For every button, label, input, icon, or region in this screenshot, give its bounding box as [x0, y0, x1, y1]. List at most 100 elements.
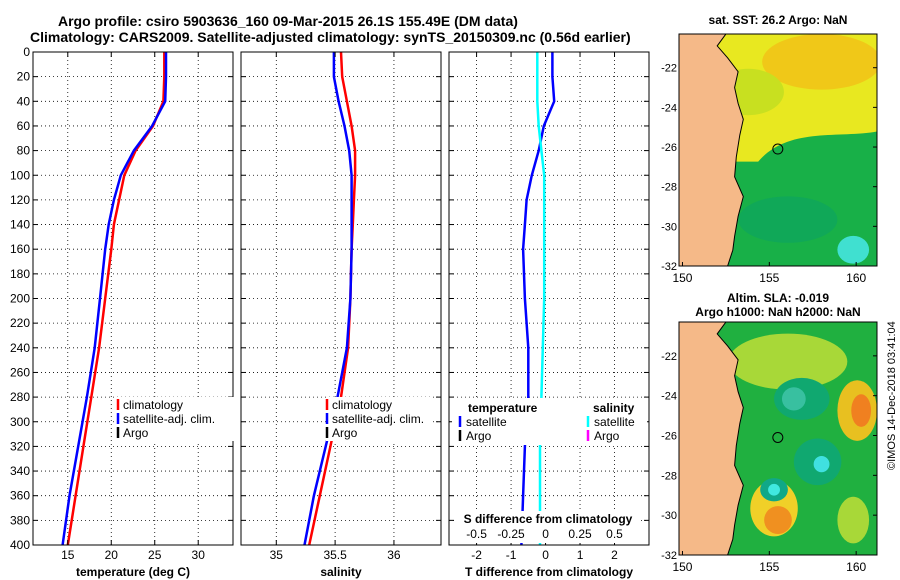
map-y-tick-label: -30	[661, 510, 677, 522]
y-tick-label: 20	[17, 70, 31, 84]
map-frame-sst_map	[678, 33, 878, 267]
title-line-1: Argo profile: csiro 5903636_160 09-Mar-2…	[58, 13, 518, 29]
map-x-tick-label: 150	[672, 560, 692, 574]
y-tick-label: 200	[10, 292, 30, 306]
title-line-2: Climatology: CARS2009. Satellite-adjuste…	[30, 29, 631, 45]
y-tick-label: 40	[17, 94, 31, 108]
x-tick-label: 0	[542, 548, 549, 562]
sst-warm-patch	[762, 34, 877, 90]
map-y-tick-label: -28	[661, 470, 677, 482]
x-tick-label: 25	[148, 548, 162, 562]
legend-label: satellite	[466, 415, 507, 429]
x-tick-label: 20	[105, 548, 119, 562]
sst-patch	[738, 196, 838, 243]
legend-bg	[452, 398, 647, 445]
legend-label: Argo	[332, 426, 358, 440]
map-field-sst_map	[679, 34, 877, 266]
map-field-sla_map	[679, 322, 877, 555]
map-y-tick-label: -30	[661, 221, 677, 233]
y-tick-label: 120	[10, 193, 30, 207]
legend-label: satellite-adj. clim.	[123, 412, 215, 426]
x-tick-label: 1	[577, 548, 584, 562]
map-x-tick-label: 160	[846, 560, 866, 574]
map-y-tick-label: -32	[661, 261, 677, 273]
map-subtitle: Argo h1000: NaN h2000: NaN	[695, 305, 860, 319]
x2-tick-label: 0.5	[606, 527, 623, 541]
x-tick-label: 35.5	[323, 548, 347, 562]
land-australia	[679, 322, 744, 555]
map-title: Altim. SLA: -0.019	[727, 291, 829, 305]
x2-tick-label: 0.25	[568, 527, 592, 541]
x-tick-label: 35	[270, 548, 284, 562]
y-tick-label: 280	[10, 390, 30, 404]
sla-patch	[728, 333, 848, 390]
y-tick-label: 80	[17, 144, 31, 158]
sla-high-core	[851, 394, 872, 427]
map-y-tick-label: -26	[661, 142, 677, 154]
sla-low-core	[813, 455, 830, 473]
legend-label: climatology	[332, 398, 392, 412]
map-y-tick-label: -24	[661, 102, 677, 114]
y-tick-label: 320	[10, 439, 30, 453]
map-frame-sla_map	[678, 321, 878, 556]
x2-tick-label: -0.25	[497, 527, 525, 541]
argo-position-marker	[772, 143, 784, 155]
x-tick-label: -2	[471, 548, 482, 562]
y-tick-label: 260	[10, 365, 30, 379]
map-y-tick-label: -24	[661, 391, 677, 403]
map-x-tick-label: 150	[672, 271, 692, 285]
y-tick-label: 180	[10, 267, 30, 281]
map-x-tick-label: 155	[759, 560, 779, 574]
sla-patch	[837, 496, 870, 544]
legend-bg	[117, 397, 235, 441]
legend-label: satellite-adj. clim.	[332, 412, 424, 426]
legend-label: Argo	[466, 429, 492, 443]
x2-tick-label: 0	[542, 527, 549, 541]
map-x-tick-label: 155	[759, 271, 779, 285]
map-y-tick-label: -26	[661, 431, 677, 443]
land-australia	[679, 34, 744, 266]
legend-bg	[326, 397, 432, 441]
legend-label: Argo	[123, 426, 149, 440]
y-tick-label: 240	[10, 341, 30, 355]
y-tick-label: 220	[10, 316, 30, 330]
sla-patch	[781, 387, 806, 411]
y-tick-label: 0	[23, 45, 30, 59]
y-tick-label: 380	[10, 513, 30, 527]
legend-title-temperature: temperature	[468, 401, 538, 415]
y-tick-label: 140	[10, 218, 30, 232]
x2-tick-label: -0.5	[466, 527, 487, 541]
x-tick-label: -1	[506, 548, 517, 562]
x-tick-label: 30	[192, 548, 206, 562]
legend-label: climatology	[123, 398, 183, 412]
sla-high-core	[764, 506, 792, 535]
map-title: sat. SST: 26.2 Argo: NaN	[709, 13, 848, 27]
x2-axis-label: S difference from climatology	[464, 512, 633, 526]
map-y-tick-label: -28	[661, 182, 677, 194]
y-tick-label: 60	[17, 119, 31, 133]
y-tick-label: 400	[10, 538, 30, 552]
x-tick-label: 36	[387, 548, 401, 562]
legend-label: satellite	[594, 415, 635, 429]
y-tick-label: 340	[10, 464, 30, 478]
sst-cool-patch	[837, 235, 870, 264]
x-tick-label: 2	[611, 548, 618, 562]
legend-title-salinity: salinity	[593, 401, 635, 415]
series-line-satellite-adj-clim-	[61, 52, 168, 546]
y-tick-label: 160	[10, 242, 30, 256]
y-tick-label: 100	[10, 168, 30, 182]
x2-axis-bg	[455, 511, 640, 543]
x-axis-label: temperature (deg C)	[76, 565, 190, 579]
map-y-tick-label: -22	[661, 351, 677, 363]
y-tick-label: 360	[10, 489, 30, 503]
x-tick-label: 15	[61, 548, 75, 562]
x-axis-label: salinity	[320, 565, 362, 579]
map-x-tick-label: 160	[846, 271, 866, 285]
y-tick-label: 300	[10, 415, 30, 429]
argo-position-marker	[772, 432, 784, 444]
sla-low-core	[768, 483, 780, 496]
map-y-tick-label: -22	[661, 63, 677, 75]
x-axis-label: T difference from climatology	[465, 565, 633, 579]
legend-label: Argo	[594, 429, 620, 443]
